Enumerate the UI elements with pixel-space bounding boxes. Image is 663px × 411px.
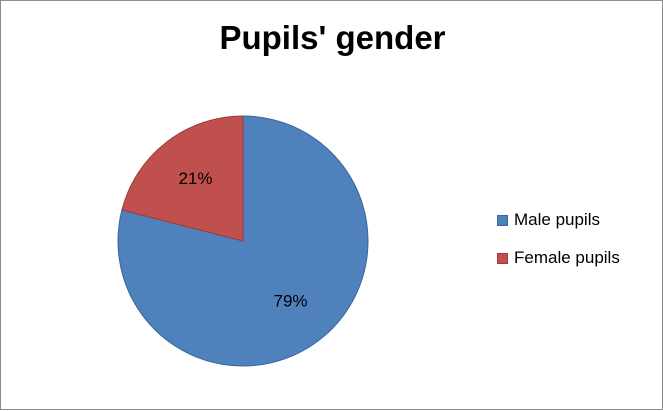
chart-title: Pupils' gender xyxy=(219,19,446,56)
legend-swatch-male-pupils xyxy=(497,214,508,226)
data-label-male-pupils: 79% xyxy=(273,292,307,311)
legend-item-female-pupils: Female pupils xyxy=(497,247,620,269)
chart-legend: Male pupils Female pupils xyxy=(497,209,620,285)
legend-item-male-pupils: Male pupils xyxy=(497,209,620,231)
legend-label-female-pupils: Female pupils xyxy=(514,248,620,267)
legend-label-male-pupils: Male pupils xyxy=(514,210,600,229)
data-label-female-pupils: 21% xyxy=(178,169,212,188)
legend-swatch-female-pupils xyxy=(497,252,508,264)
pie-slice-female-pupils xyxy=(121,115,244,242)
